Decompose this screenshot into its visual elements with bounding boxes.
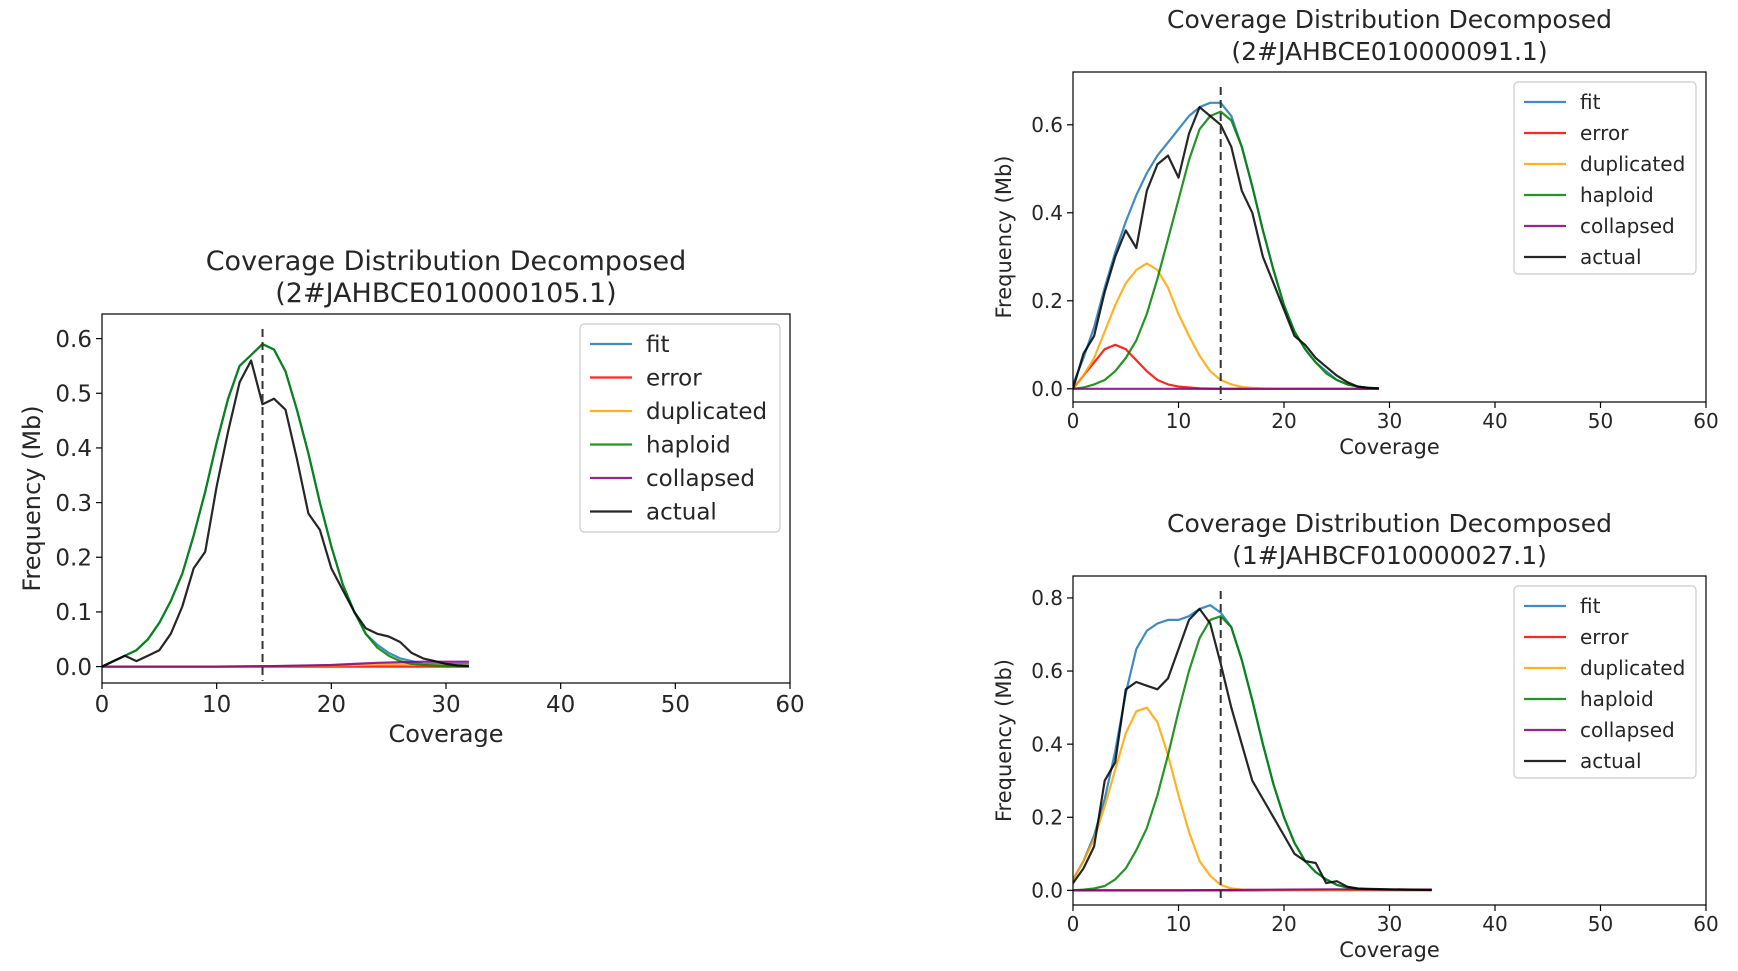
legend: fit error duplicated haploid collapsed actual — [579, 323, 781, 533]
x-tick-label: 0 — [95, 692, 110, 718]
y-axis-label: Frequency (Mb) — [992, 659, 1016, 822]
x-tick-label: 10 — [1166, 912, 1191, 936]
legend-label-fit: fit — [1580, 594, 1601, 618]
series-line-haploid — [102, 343, 469, 668]
y-tick-label: 0.2 — [1031, 805, 1063, 829]
plot-frame — [101, 313, 791, 684]
series-line-duplicated — [1073, 262, 1379, 390]
y-tick-label: 0.1 — [55, 600, 92, 626]
series-line-haploid — [1073, 110, 1380, 390]
legend-label-duplicated: duplicated — [1580, 152, 1685, 176]
x-tick-label: 60 — [1693, 912, 1718, 936]
series-line-fit — [1073, 101, 1380, 390]
y-tick-label: 0.6 — [55, 327, 92, 353]
x-tick-label: 50 — [661, 692, 690, 718]
legend-label-haploid: haploid — [1580, 687, 1654, 711]
legend-label-haploid: haploid — [1580, 183, 1654, 207]
legend-label-error: error — [1580, 121, 1629, 145]
x-tick-label: 0 — [1067, 409, 1080, 433]
chart-title: Coverage Distribution Decomposed — [1167, 5, 1612, 34]
y-tick-label: 0.4 — [1031, 201, 1063, 225]
y-tick-label: 0.0 — [55, 655, 92, 681]
x-tick-label: 20 — [1271, 912, 1296, 936]
x-tick-label: 40 — [1482, 409, 1507, 433]
x-tick-label: 60 — [1693, 409, 1718, 433]
x-tick-label: 20 — [317, 692, 346, 718]
series-line-actual — [102, 359, 469, 668]
x-tick-label: 50 — [1588, 409, 1613, 433]
y-axis-label: Frequency (Mb) — [992, 156, 1016, 319]
x-tick-label: 30 — [1377, 912, 1402, 936]
legend-label-actual: actual — [1580, 749, 1642, 773]
chart-subtitle: (2#JAHBCE010000105.1) — [275, 278, 616, 309]
series-line-duplicated — [1073, 706, 1432, 892]
x-tick-label: 60 — [775, 692, 804, 718]
series-line-haploid — [1073, 615, 1432, 892]
legend-label-actual: actual — [646, 500, 717, 526]
y-tick-label: 0.2 — [55, 546, 92, 572]
x-axis-label: Coverage — [1339, 938, 1440, 962]
series-line-actual — [1073, 607, 1432, 892]
y-tick-label: 0.4 — [55, 436, 92, 462]
x-axis-label: Coverage — [389, 720, 504, 748]
series-line-collapsed — [102, 660, 469, 668]
series-line-actual — [1073, 106, 1380, 390]
series-line-fit — [1073, 604, 1432, 891]
x-tick-label: 0 — [1067, 912, 1080, 936]
y-tick-label: 0.8 — [1031, 586, 1063, 610]
x-tick-label: 30 — [431, 692, 460, 718]
plot-frame — [1072, 71, 1707, 403]
chart-subtitle: (2#JAHBCE010000091.1) — [1231, 37, 1547, 66]
x-tick-label: 10 — [202, 692, 231, 718]
x-tick-label: 30 — [1377, 409, 1402, 433]
y-tick-label: 0.2 — [1031, 289, 1063, 313]
legend-label-fit: fit — [1580, 90, 1601, 114]
chart-title: Coverage Distribution Decomposed — [206, 246, 687, 277]
legend-label-actual: actual — [1580, 245, 1642, 269]
legend-label-haploid: haploid — [646, 433, 731, 459]
x-axis-label: Coverage — [1339, 435, 1440, 459]
legend-label-collapsed: collapsed — [1580, 214, 1675, 238]
legend-label-error: error — [1580, 625, 1629, 649]
y-tick-label: 0.5 — [55, 382, 92, 408]
y-tick-label: 0.3 — [55, 491, 92, 517]
chart-panel-3: Coverage Distribution Decomposed (1#JAHBC… — [992, 509, 1719, 962]
chart-panel-1: Coverage Distribution Decomposed(2#JAHBC… — [18, 246, 805, 748]
legend-label-fit: fit — [646, 332, 670, 358]
y-tick-label: 0.6 — [1031, 659, 1063, 683]
legend-label-collapsed: collapsed — [646, 466, 755, 492]
y-tick-label: 0.6 — [1031, 113, 1063, 137]
legend-label-collapsed: collapsed — [1580, 718, 1675, 742]
legend: fit error duplicated haploid collapsed actual — [1513, 585, 1697, 779]
x-tick-label: 20 — [1271, 409, 1296, 433]
series-line-fit — [102, 343, 469, 668]
chart-title: Coverage Distribution Decomposed — [1167, 509, 1612, 538]
legend-label-duplicated: duplicated — [646, 399, 767, 425]
x-tick-label: 40 — [1482, 912, 1507, 936]
x-tick-label: 50 — [1588, 912, 1613, 936]
x-tick-label: 10 — [1166, 409, 1191, 433]
y-tick-label: 0.0 — [1031, 377, 1063, 401]
chart-subtitle: (1#JAHBCF010000027.1) — [1232, 541, 1547, 570]
x-tick-label: 40 — [546, 692, 575, 718]
legend-label-error: error — [646, 366, 702, 392]
legend: fit error duplicated haploid collapsed actual — [1513, 81, 1697, 275]
y-tick-label: 0.0 — [1031, 879, 1063, 903]
y-axis-label: Frequency (Mb) — [18, 405, 46, 591]
plot-frame — [1072, 575, 1707, 906]
legend-label-duplicated: duplicated — [1580, 656, 1685, 680]
chart-panel-2: Coverage Distribution Decomposed (2#JAHBC… — [992, 5, 1719, 459]
y-tick-label: 0.4 — [1031, 732, 1063, 756]
legend-box — [579, 323, 781, 533]
